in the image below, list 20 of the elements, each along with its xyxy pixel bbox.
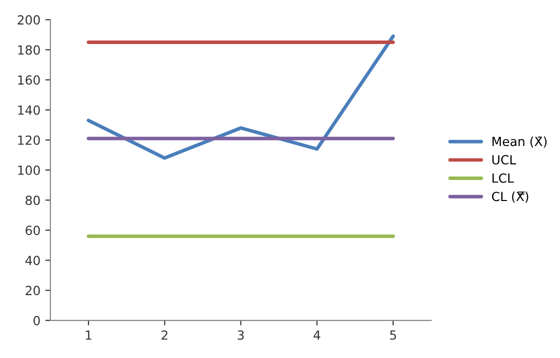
y-tick-label: 180 xyxy=(18,45,40,55)
x-tick-label: 5 xyxy=(390,330,396,340)
y-tick-label: 120 xyxy=(18,135,40,145)
legend-label: Mean (X̄) xyxy=(492,136,547,148)
legend-label: LCL xyxy=(492,173,514,183)
x-tick-label: 3 xyxy=(238,330,244,340)
x-tick-label: 4 xyxy=(314,330,320,340)
y-tick-label: 140 xyxy=(18,105,40,115)
y-tick-label: 100 xyxy=(18,166,40,175)
x-tick-label: 2 xyxy=(162,330,168,340)
y-tick-label: 160 xyxy=(18,75,40,85)
x-tick-label: 1 xyxy=(86,330,92,340)
y-tick-label: 40 xyxy=(25,256,40,266)
y-tick-label: 80 xyxy=(26,196,40,206)
legend-label: CL (X̿) xyxy=(492,192,528,203)
y-tick-label: 200 xyxy=(18,15,40,25)
legend-label: UCL xyxy=(492,155,516,165)
y-tick-label: 20 xyxy=(26,286,40,296)
y-tick-label: 60 xyxy=(26,226,40,236)
y-tick-label: 0 xyxy=(34,316,40,326)
